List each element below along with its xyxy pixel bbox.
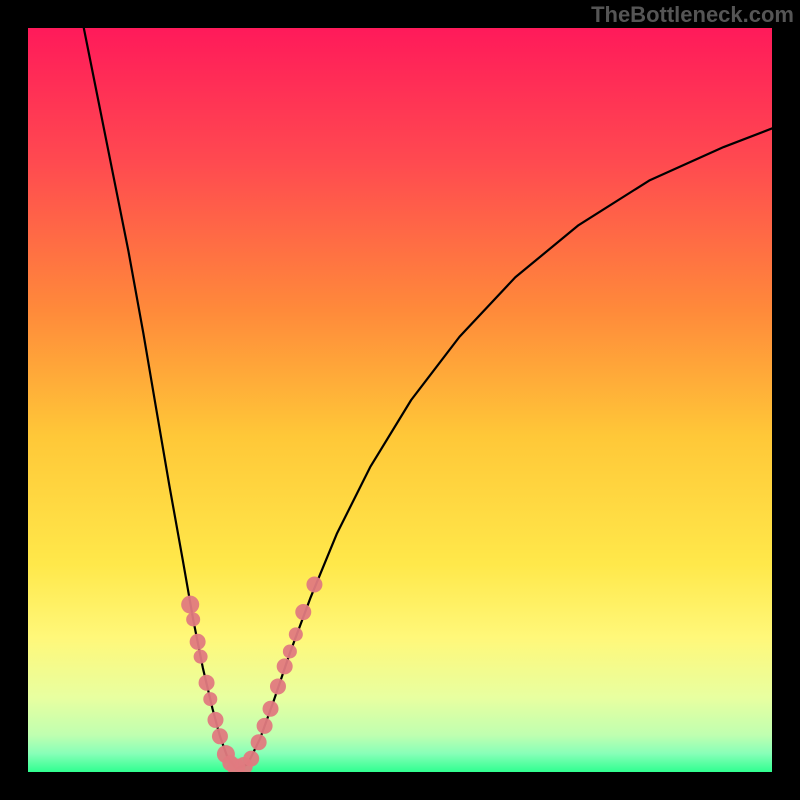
marker-point	[203, 692, 217, 706]
watermark-text: TheBottleneck.com	[591, 2, 794, 28]
marker-point	[243, 751, 259, 767]
plot-area	[28, 28, 772, 772]
marker-point	[251, 734, 267, 750]
marker-point	[257, 718, 273, 734]
marker-point	[194, 650, 208, 664]
marker-point	[263, 701, 279, 717]
marker-point	[199, 675, 215, 691]
marker-point	[283, 644, 297, 658]
marker-point	[277, 658, 293, 674]
gradient-background	[28, 28, 772, 772]
marker-point	[212, 728, 228, 744]
chart-svg	[28, 28, 772, 772]
marker-point	[186, 612, 200, 626]
marker-point	[207, 712, 223, 728]
marker-point	[190, 634, 206, 650]
marker-point	[306, 577, 322, 593]
marker-point	[181, 596, 199, 614]
marker-point	[270, 678, 286, 694]
marker-point	[289, 627, 303, 641]
marker-point	[295, 604, 311, 620]
canvas: TheBottleneck.com	[0, 0, 800, 800]
